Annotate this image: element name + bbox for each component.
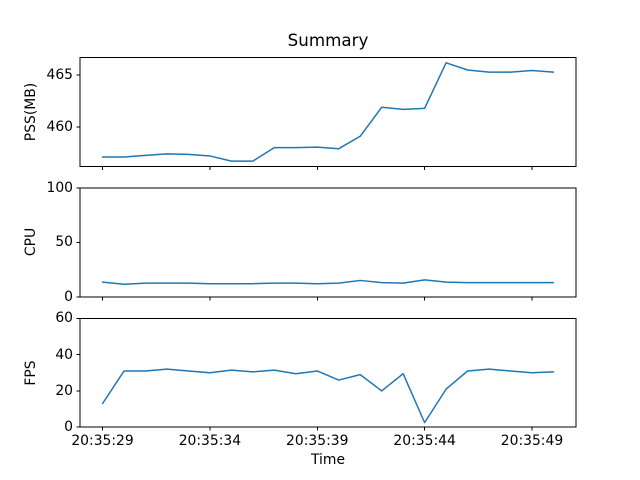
pss-ytick-label: 465 [46,67,73,84]
x-tick-label: 20:35:34 [178,433,242,449]
cpu-series-line [101,279,555,285]
cpu-ytick-label: 50 [55,234,73,251]
fps-ytick-label: 40 [55,346,73,363]
cpu-ytick-label: 0 [64,288,73,305]
pss-axis-label: PSS(MB) [23,82,39,142]
figure-title: Summary [287,30,369,50]
fps-axes-frame [79,317,577,428]
fps-ytick-label: 0 [64,419,73,436]
fps-ytick-label: 60 [55,310,73,327]
cpu-axis-label: CPU [23,227,39,257]
pss-axes-frame [79,57,577,167]
pss-series-line [101,62,555,162]
fps-ytick-label: 20 [55,382,73,399]
x-tick-label: 20:35:39 [286,433,349,449]
cpu-ytick-label: 100 [46,180,73,197]
x-tick-label: 20:35:44 [393,433,456,449]
cpu-axes-frame [79,187,577,298]
pss-ytick-label: 460 [46,118,73,135]
x-axis-label: Time [311,452,345,468]
fps-axis-label: FPS [23,360,39,386]
fps-series-line [101,368,555,424]
x-tick-label: 20:35:49 [500,433,564,449]
x-tick-label: 20:35:29 [71,433,134,449]
